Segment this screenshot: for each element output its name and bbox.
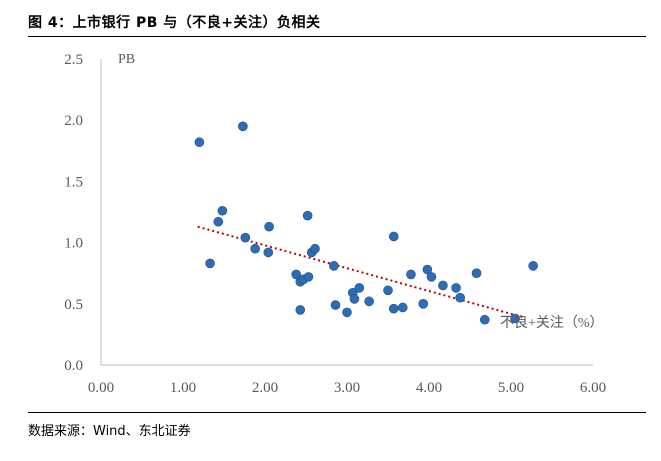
data-point xyxy=(383,285,393,296)
data-point xyxy=(250,243,260,254)
x-axis-label: 不良+关注（%） xyxy=(500,315,604,331)
data-point xyxy=(364,296,374,307)
data-point xyxy=(479,314,490,325)
top-rule xyxy=(28,36,646,37)
data-point xyxy=(471,268,482,279)
data-point xyxy=(438,280,448,291)
y-tick-label: 1.0 xyxy=(64,236,83,252)
x-tick-label: 3.00 xyxy=(334,380,360,396)
data-point xyxy=(342,307,352,318)
trendline xyxy=(197,225,524,319)
data-point xyxy=(302,210,313,221)
data-point xyxy=(194,137,205,148)
y-tick-label: 1.5 xyxy=(64,174,83,190)
data-point xyxy=(263,247,274,258)
y-axis-label: PB xyxy=(118,52,135,67)
data-point xyxy=(418,298,429,309)
data-point xyxy=(349,294,360,304)
data-point xyxy=(295,305,306,315)
data-point xyxy=(388,303,399,314)
data-point xyxy=(422,264,433,275)
data-point xyxy=(388,231,399,242)
data-point xyxy=(264,221,274,232)
x-tick-label: 0.00 xyxy=(88,380,114,396)
chart-axes: 0.00 1.00 2.00 3.00 4.00 5.00 6.00 0.0 0.5 1.0 1.5… xyxy=(64,52,606,396)
y-tick-label: 0.5 xyxy=(64,297,83,313)
y-tick-label: 2.0 xyxy=(64,113,83,129)
x-tick-label: 2.00 xyxy=(252,380,278,396)
figure-title: 图 4：上市银行 PB 与（不良+关注）负相关 xyxy=(28,15,321,31)
data-point xyxy=(213,216,224,227)
x-tick-label: 5.00 xyxy=(498,380,524,396)
data-point xyxy=(217,205,228,216)
data-point xyxy=(354,283,365,293)
data-point xyxy=(510,313,520,324)
y-tick-label: 0.0 xyxy=(64,358,83,374)
data-point xyxy=(310,243,320,254)
points-group xyxy=(194,121,538,325)
x-tick-label: 6.00 xyxy=(580,380,606,396)
data-point xyxy=(240,232,251,243)
data-point xyxy=(329,261,339,271)
data-point xyxy=(303,272,314,282)
trendline-group xyxy=(197,225,524,319)
data-point xyxy=(238,121,248,132)
data-point xyxy=(451,283,461,293)
data-point xyxy=(406,269,416,280)
data-point xyxy=(528,261,538,271)
x-tick-label: 1.00 xyxy=(170,380,196,396)
source-note: 数据来源：Wind、东北证券 xyxy=(28,424,191,439)
data-point xyxy=(426,272,437,282)
data-point xyxy=(397,302,408,313)
data-point xyxy=(291,269,301,280)
y-tick-label: 2.5 xyxy=(64,52,83,68)
bottom-rule xyxy=(28,412,646,413)
data-point xyxy=(205,258,215,269)
data-point xyxy=(455,292,465,303)
data-point xyxy=(330,300,341,310)
x-tick-label: 4.00 xyxy=(416,380,442,396)
